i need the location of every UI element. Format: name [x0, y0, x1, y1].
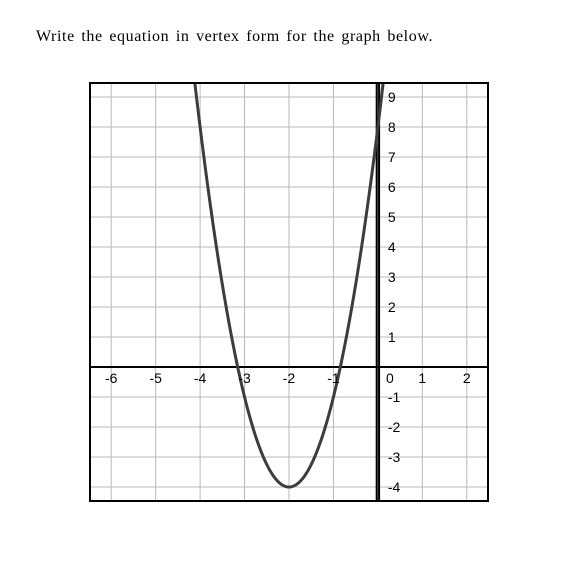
svg-text:-5: -5 [149, 370, 162, 386]
svg-text:1: 1 [418, 370, 426, 386]
svg-text:-2: -2 [283, 370, 296, 386]
question-prompt: Write the equation in vertex form for th… [36, 28, 542, 46]
svg-text:2: 2 [388, 299, 396, 315]
svg-text:-1: -1 [388, 389, 401, 405]
svg-text:3: 3 [388, 269, 396, 285]
svg-text:9: 9 [388, 89, 396, 105]
svg-text:-2: -2 [388, 419, 401, 435]
svg-text:2: 2 [463, 370, 471, 386]
svg-text:-1: -1 [327, 370, 340, 386]
svg-text:-4: -4 [194, 370, 207, 386]
svg-text:-3: -3 [388, 449, 401, 465]
svg-text:-4: -4 [388, 479, 401, 495]
svg-text:-6: -6 [105, 370, 118, 386]
svg-text:4: 4 [388, 239, 396, 255]
svg-text:8: 8 [388, 119, 396, 135]
chart-container: -6 -5 -4 -3 -2 -1 0 1 2 -4 -3 -2 -1 1 2 3 4 5 6 7 8 9 [36, 82, 542, 502]
svg-text:6: 6 [388, 179, 396, 195]
svg-text:1: 1 [388, 329, 396, 345]
svg-text:0: 0 [386, 370, 394, 386]
parabola-chart: -6 -5 -4 -3 -2 -1 0 1 2 -4 -3 -2 -1 1 2 3 4 5 6 7 8 9 [89, 82, 489, 502]
svg-text:5: 5 [388, 209, 396, 225]
svg-text:-3: -3 [238, 370, 251, 386]
svg-text:7: 7 [388, 149, 396, 165]
